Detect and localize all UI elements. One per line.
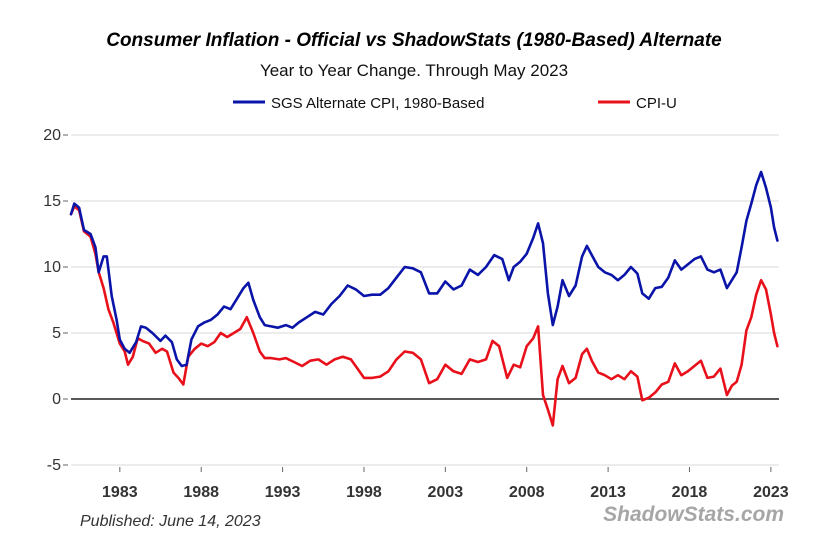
gridlines: [71, 134, 779, 466]
x-tick-label: 1983: [102, 484, 138, 501]
x-tick-label: 2023: [753, 484, 789, 501]
x-tick-label: 1998: [346, 484, 382, 501]
legend-label-cpiu: CPI-U: [636, 95, 677, 112]
series-line-sgs: [69, 170, 779, 368]
y-tick-label: 15: [43, 193, 61, 210]
y-axis-ticks: -5 0 5 10 15 20: [43, 127, 68, 474]
x-axis-ticks: 1983 1988 1993 1998 2003 2008 2013 2018 2023: [102, 467, 789, 501]
x-tick-label: 2013: [590, 484, 626, 501]
y-tick-label: -5: [47, 457, 61, 474]
x-tick-label: 2008: [509, 484, 545, 501]
legend-label-sgs: SGS Alternate CPI, 1980-Based: [271, 95, 484, 112]
chart-title: Consumer Inflation - Official vs ShadowS…: [106, 30, 722, 51]
x-tick-label: 2018: [672, 484, 708, 501]
y-tick-label: 10: [43, 259, 61, 276]
x-tick-label: 1988: [183, 484, 219, 501]
series-line-cpiu: [69, 205, 779, 427]
published-date: Published: June 14, 2023: [80, 513, 261, 530]
shadowstats-logo: ShadowStats.com: [603, 503, 784, 526]
y-tick-label: 5: [52, 325, 61, 342]
chart-subtitle: Year to Year Change. Through May 2023: [260, 61, 568, 80]
x-tick-label: 1993: [265, 484, 301, 501]
legend: SGS Alternate CPI, 1980-Based CPI-U: [233, 95, 677, 112]
y-tick-label: 20: [43, 127, 61, 144]
y-tick-label: 0: [52, 391, 61, 408]
series-lines: [69, 170, 779, 427]
x-tick-label: 2003: [428, 484, 464, 501]
